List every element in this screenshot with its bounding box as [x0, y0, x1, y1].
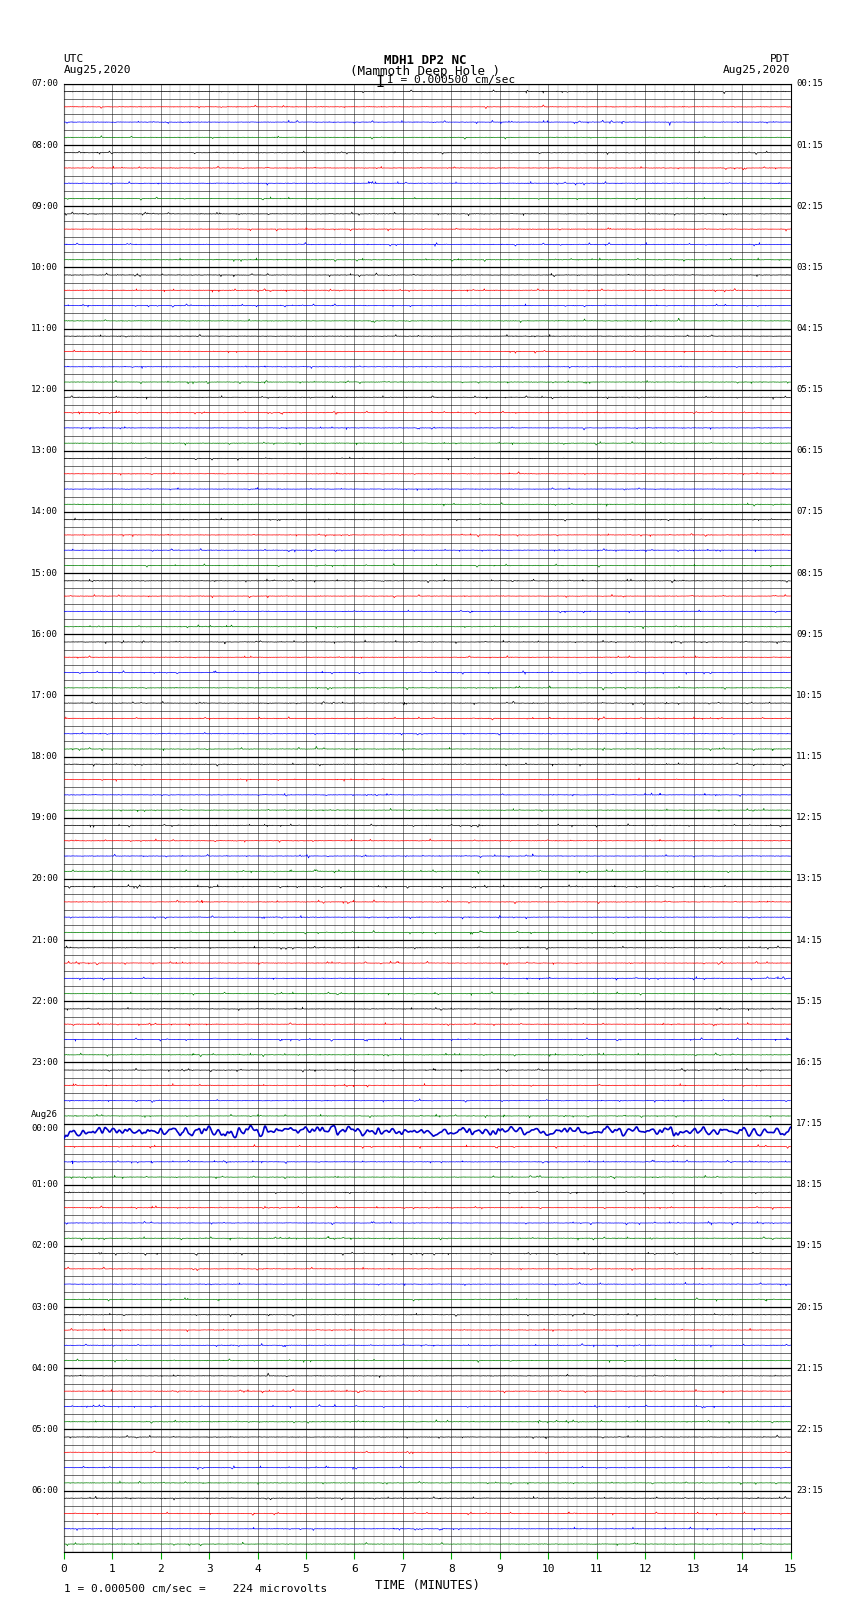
Text: 03:15: 03:15 — [796, 263, 823, 273]
Text: 20:00: 20:00 — [31, 874, 58, 884]
Text: 12:15: 12:15 — [796, 813, 823, 823]
Text: 16:15: 16:15 — [796, 1058, 823, 1066]
Text: 04:15: 04:15 — [796, 324, 823, 332]
Text: 17:15: 17:15 — [796, 1119, 823, 1127]
Text: 22:15: 22:15 — [796, 1424, 823, 1434]
Text: 17:00: 17:00 — [31, 690, 58, 700]
Text: 11:15: 11:15 — [796, 752, 823, 761]
Text: 1 = 0.000500 cm/sec =    224 microvolts: 1 = 0.000500 cm/sec = 224 microvolts — [64, 1584, 327, 1594]
Text: 22:00: 22:00 — [31, 997, 58, 1007]
Text: 10:00: 10:00 — [31, 263, 58, 273]
Text: 00:15: 00:15 — [796, 79, 823, 89]
X-axis label: TIME (MINUTES): TIME (MINUTES) — [375, 1579, 479, 1592]
Text: 15:15: 15:15 — [796, 997, 823, 1007]
Text: 13:15: 13:15 — [796, 874, 823, 884]
Text: 15:00: 15:00 — [31, 569, 58, 577]
Text: 12:00: 12:00 — [31, 386, 58, 394]
Text: 02:15: 02:15 — [796, 202, 823, 211]
Text: 00:00: 00:00 — [31, 1124, 58, 1132]
Text: 05:15: 05:15 — [796, 386, 823, 394]
Text: Aug25,2020: Aug25,2020 — [723, 65, 791, 76]
Text: 23:15: 23:15 — [796, 1486, 823, 1495]
Text: Aug25,2020: Aug25,2020 — [64, 65, 131, 76]
Text: PDT: PDT — [770, 53, 790, 65]
Text: I: I — [376, 76, 384, 90]
Text: 21:15: 21:15 — [796, 1363, 823, 1373]
Text: 07:00: 07:00 — [31, 79, 58, 89]
Text: 02:00: 02:00 — [31, 1242, 58, 1250]
Text: 10:15: 10:15 — [796, 690, 823, 700]
Text: 14:15: 14:15 — [796, 936, 823, 945]
Text: I = 0.000500 cm/sec: I = 0.000500 cm/sec — [387, 76, 515, 85]
Text: 06:00: 06:00 — [31, 1486, 58, 1495]
Text: 03:00: 03:00 — [31, 1303, 58, 1311]
Text: 05:00: 05:00 — [31, 1424, 58, 1434]
Text: 09:00: 09:00 — [31, 202, 58, 211]
Text: 07:15: 07:15 — [796, 508, 823, 516]
Text: Aug26: Aug26 — [31, 1110, 58, 1119]
Text: 01:15: 01:15 — [796, 140, 823, 150]
Text: 13:00: 13:00 — [31, 447, 58, 455]
Text: MDH1 DP2 NC: MDH1 DP2 NC — [383, 53, 467, 68]
Text: 16:00: 16:00 — [31, 629, 58, 639]
Text: 18:00: 18:00 — [31, 752, 58, 761]
Text: 04:00: 04:00 — [31, 1363, 58, 1373]
Text: 18:15: 18:15 — [796, 1181, 823, 1189]
Text: 14:00: 14:00 — [31, 508, 58, 516]
Text: UTC: UTC — [64, 53, 84, 65]
Text: 08:00: 08:00 — [31, 140, 58, 150]
Text: 23:00: 23:00 — [31, 1058, 58, 1066]
Text: 11:00: 11:00 — [31, 324, 58, 332]
Text: 01:00: 01:00 — [31, 1181, 58, 1189]
Text: 06:15: 06:15 — [796, 447, 823, 455]
Text: (Mammoth Deep Hole ): (Mammoth Deep Hole ) — [350, 65, 500, 79]
Text: 19:15: 19:15 — [796, 1242, 823, 1250]
Text: 09:15: 09:15 — [796, 629, 823, 639]
Text: 08:15: 08:15 — [796, 569, 823, 577]
Text: 21:00: 21:00 — [31, 936, 58, 945]
Text: 20:15: 20:15 — [796, 1303, 823, 1311]
Text: 19:00: 19:00 — [31, 813, 58, 823]
